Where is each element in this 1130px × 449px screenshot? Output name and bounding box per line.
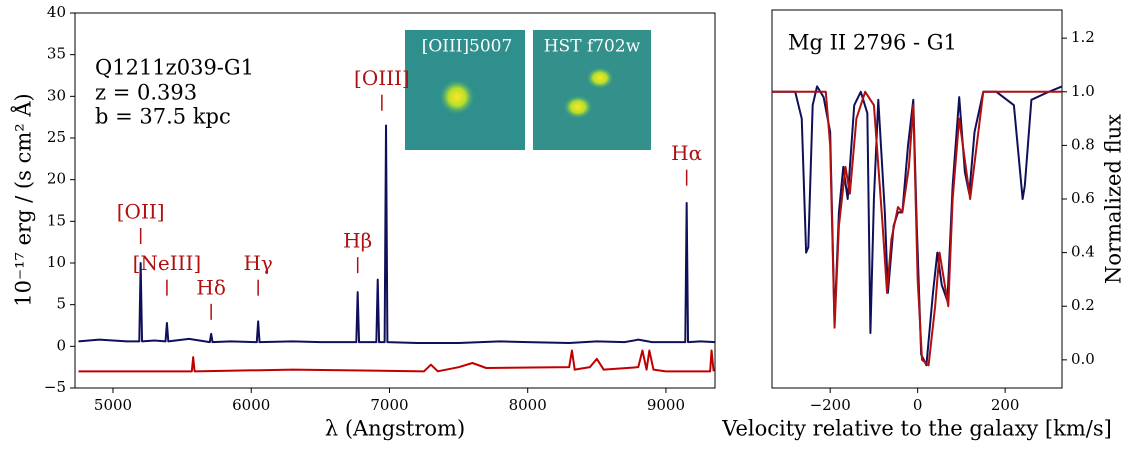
y-axis-label: 10⁻¹⁷ erg / (s cm² Å): [11, 93, 36, 306]
series-line: [772, 90, 1062, 367]
y-tick-label: 10: [47, 253, 66, 271]
y-tick-label: 5: [56, 295, 66, 313]
y-tick-label: 1.0: [1071, 82, 1095, 100]
x-tick-label: 9000: [647, 396, 685, 414]
x-tick-label: 8000: [509, 396, 547, 414]
series-line: [78, 349, 715, 373]
info-text: z = 0.393: [95, 81, 197, 105]
info-text: b = 37.5 kpc: [95, 105, 231, 129]
inset-label: [OIII]5007: [422, 37, 513, 57]
y-tick-label: 15: [47, 211, 66, 229]
y-tick-label: 1.2: [1071, 28, 1095, 46]
x-axis-label: Velocity relative to the galaxy [km/s]: [721, 417, 1112, 441]
y-tick-label: 0: [56, 336, 66, 354]
chart-title: Mg II 2796 - G1: [788, 31, 957, 55]
x-tick-label: 200: [991, 396, 1020, 414]
line-annotation: Hγ: [243, 251, 272, 275]
y-tick-label: 0.0: [1071, 350, 1095, 368]
x-tick-label: 6000: [232, 396, 270, 414]
inset-label: HST f702w: [544, 37, 641, 57]
y-tick-label: 0.6: [1071, 189, 1095, 207]
line-annotation: Hα: [671, 141, 702, 165]
y-tick-label: 40: [47, 3, 66, 21]
y-tick-label: −5: [44, 378, 66, 396]
plot-frame: [74, 12, 716, 389]
y-axis-label: Normalized flux: [1102, 114, 1126, 284]
y-tick-label: 35: [47, 45, 66, 63]
y-tick-label: 20: [47, 170, 66, 188]
y-tick-label: 0.2: [1071, 296, 1095, 314]
series-line: [78, 124, 715, 344]
inset-oiii: [405, 30, 525, 150]
x-tick-label: 5000: [94, 396, 132, 414]
x-tick-label: −200: [810, 396, 851, 414]
x-tick-label: 7000: [370, 396, 408, 414]
y-tick-label: 0.8: [1071, 135, 1095, 153]
y-tick-label: 25: [47, 128, 66, 146]
line-annotation: [OII]: [117, 200, 165, 224]
y-tick-label: 0.4: [1071, 243, 1095, 261]
line-annotation: Hβ: [343, 229, 372, 253]
plot-area: [772, 85, 1062, 367]
line-annotation: Hδ: [196, 275, 225, 299]
line-annotation: [OIII]: [354, 66, 410, 90]
line-annotation: [NeIII]: [133, 251, 202, 275]
x-tick-label: 0: [913, 396, 923, 414]
plot-area: [78, 124, 715, 373]
x-axis-label: λ (Angstrom): [325, 417, 465, 441]
inset-hst: [533, 30, 651, 150]
info-text: Q1211z039-G1: [95, 56, 254, 80]
y-tick-label: 30: [47, 86, 66, 104]
